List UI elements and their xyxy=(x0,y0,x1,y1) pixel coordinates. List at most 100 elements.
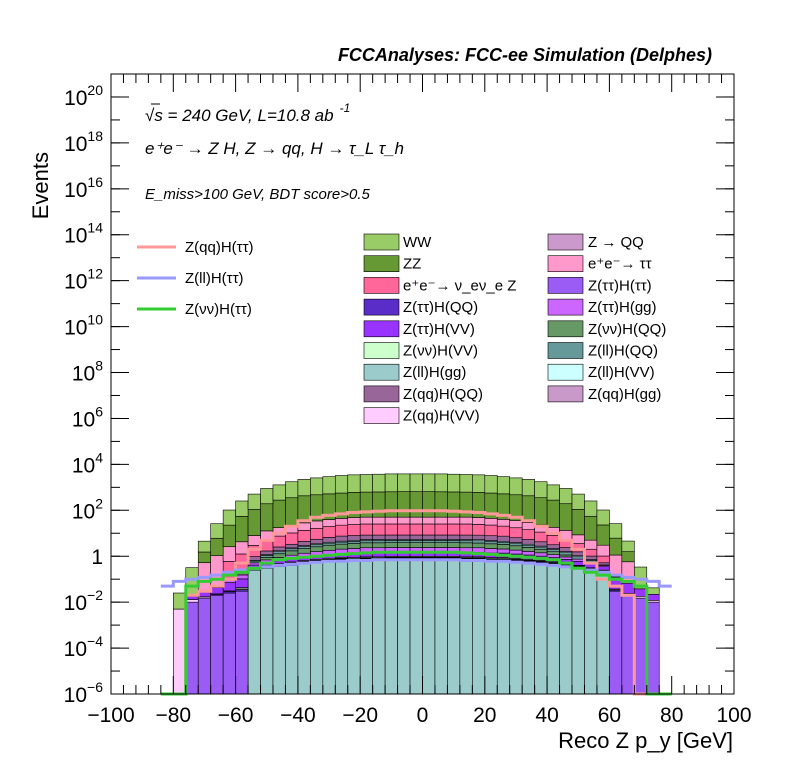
bar-8-30 xyxy=(534,548,548,554)
bar-15-6 xyxy=(235,516,249,543)
bar-8-28 xyxy=(509,545,523,551)
bar-8-17 xyxy=(372,542,386,549)
legend-label: Z(qq)H(QQ) xyxy=(403,386,483,403)
y-tick-label: 1020 xyxy=(64,82,103,110)
bar-16-27 xyxy=(496,476,511,495)
legend-swatch xyxy=(363,277,400,294)
bar-16-11 xyxy=(297,479,311,497)
bar-16-17 xyxy=(372,473,386,493)
bar-11-25 xyxy=(472,534,486,541)
bar-16-33 xyxy=(571,493,585,510)
bar-4-1 xyxy=(173,608,187,695)
y-tick-label: 102 xyxy=(72,495,103,523)
bar-15-4 xyxy=(210,537,224,557)
x-tick-label: 20 xyxy=(473,704,496,727)
bar-0-20 xyxy=(409,559,423,695)
legend-signal-label: Z(νν)H(ττ) xyxy=(185,301,252,318)
bar-7-32 xyxy=(559,556,573,560)
bar-8-31 xyxy=(546,551,560,555)
bar-16-22 xyxy=(434,473,448,493)
bar-9-27 xyxy=(496,541,511,545)
bar-9-14 xyxy=(334,541,349,545)
legend-label: Z(ll)H(gg) xyxy=(403,364,466,381)
bar-9-30 xyxy=(534,546,548,550)
bar-16-18 xyxy=(384,473,398,493)
bar-13-32 xyxy=(559,530,573,540)
bar-16-14 xyxy=(334,475,349,494)
process-label: e⁺e⁻ → Z H, Z → qq, H → τ_L τ_h xyxy=(145,139,404,158)
bar-16-28 xyxy=(509,477,523,496)
x-tick-label: 80 xyxy=(660,704,683,727)
bar-0-35 xyxy=(596,571,610,695)
selection-label: E_miss>100 GeV, BDT score>0.5 xyxy=(145,186,370,203)
bar-13-20 xyxy=(409,516,423,525)
bar-6-37 xyxy=(621,583,635,594)
bar-9-10 xyxy=(285,548,299,552)
bar-13-13 xyxy=(322,519,336,527)
legend-swatch xyxy=(547,320,584,338)
bar-13-27 xyxy=(496,519,511,527)
bar-11-19 xyxy=(397,534,411,540)
bar-12-7 xyxy=(247,545,261,557)
legend-label: Z(ττ)H(ττ) xyxy=(588,277,652,294)
bar-12-26 xyxy=(484,524,498,537)
bar-16-9 xyxy=(272,484,286,501)
energy-label: √s = 240 GeV, L=10.8 ab -1 xyxy=(145,101,350,125)
bar-13-35 xyxy=(596,544,610,557)
bar-0-10 xyxy=(285,565,299,695)
y-tick-label: 1 xyxy=(91,546,103,569)
bar-12-15 xyxy=(347,524,361,536)
bar-12-34 xyxy=(584,548,598,557)
x-tick-label: 60 xyxy=(598,704,621,727)
bar-16-20 xyxy=(409,473,423,492)
bar-16-29 xyxy=(521,479,535,497)
bar-13-12 xyxy=(310,520,324,529)
bar-12-28 xyxy=(509,527,523,539)
bar-15-35 xyxy=(596,524,610,546)
bar-16-3 xyxy=(197,540,211,553)
bar-12-35 xyxy=(596,555,610,564)
axes: −100 −80 −60 −40 −20 0 20 40 60 80 100 10−6 10−4 10−2… xyxy=(64,73,752,727)
bar-13-14 xyxy=(334,518,349,526)
bar-15-37 xyxy=(621,551,635,563)
bar-15-5 xyxy=(222,524,236,548)
y-tick-label: 10−6 xyxy=(64,679,104,707)
bar-12-17 xyxy=(372,523,386,536)
legend-swatch xyxy=(363,385,400,403)
bar-11-34 xyxy=(584,555,598,560)
legend-signal-label: Z(qq)H(ττ) xyxy=(185,239,254,256)
bar-9-15 xyxy=(347,540,361,544)
bar-13-18 xyxy=(384,516,398,525)
legend-label: Z(ττ)H(QQ) xyxy=(403,299,478,316)
x-tick-label: 0 xyxy=(417,704,429,727)
bar-12-9 xyxy=(272,535,286,548)
legend-label: Z(ττ)H(gg) xyxy=(588,299,657,316)
x-tick-label: −80 xyxy=(155,704,191,727)
bar-0-25 xyxy=(472,560,486,695)
bar-16-6 xyxy=(235,500,249,517)
bar-15-34 xyxy=(584,515,598,541)
bar-15-33 xyxy=(571,509,585,536)
bar-12-14 xyxy=(334,524,349,537)
signal-lines xyxy=(160,509,672,696)
bar-11-22 xyxy=(434,534,448,540)
bar-13-19 xyxy=(397,516,411,525)
bar-12-13 xyxy=(322,526,336,538)
bar-12-5 xyxy=(222,561,236,581)
bar-13-22 xyxy=(434,516,448,525)
bar-13-17 xyxy=(372,516,386,525)
bar-0-19 xyxy=(397,559,411,695)
bar-0-11 xyxy=(297,563,311,695)
bar-13-25 xyxy=(472,517,486,525)
bar-11-13 xyxy=(322,537,336,543)
bar-12-21 xyxy=(422,523,436,536)
bar-8-9 xyxy=(272,553,286,558)
bar-15-32 xyxy=(559,503,573,531)
legend-label: e⁺e⁻→ ν_eν_e Z xyxy=(403,277,516,294)
bar-12-10 xyxy=(285,532,299,545)
bar-9-26 xyxy=(484,541,498,545)
bar-8-26 xyxy=(484,543,498,549)
bar-7-13 xyxy=(322,550,336,555)
bar-15-3 xyxy=(197,551,211,563)
bar-11-30 xyxy=(534,541,548,547)
